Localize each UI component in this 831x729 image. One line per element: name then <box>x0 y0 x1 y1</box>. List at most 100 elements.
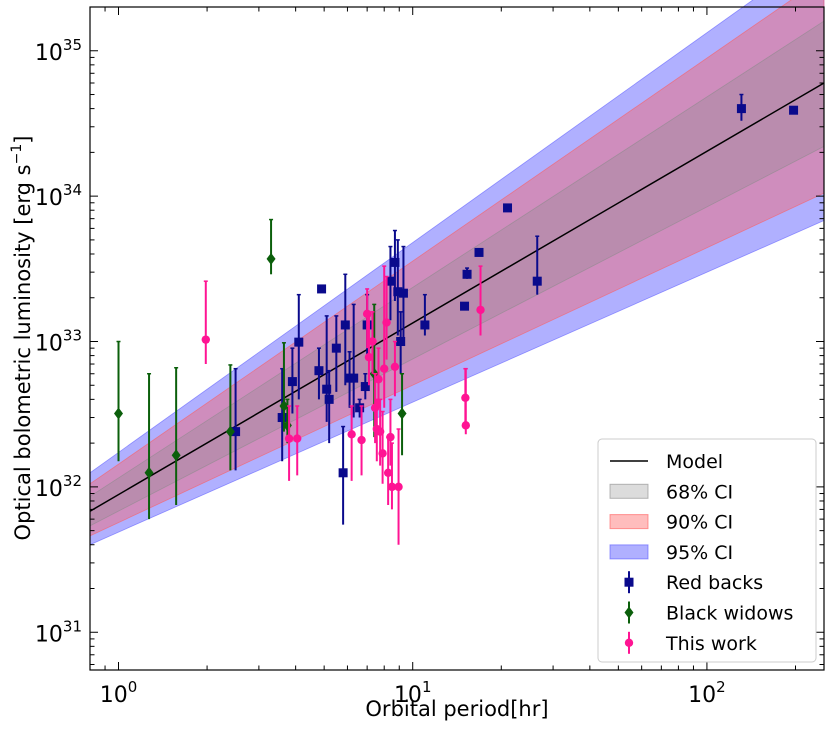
data-point <box>324 369 334 444</box>
data-point <box>789 105 799 115</box>
square-marker <box>398 288 408 298</box>
diamond-marker <box>171 449 181 462</box>
legend-label: This work <box>665 633 757 655</box>
legend-item: This work <box>624 631 757 655</box>
data-point <box>393 239 403 336</box>
data-point <box>420 293 430 336</box>
axis-ticks <box>89 6 824 670</box>
data-point <box>396 311 406 374</box>
legend-item: Black widows <box>624 601 793 625</box>
tick-exponent: 33 <box>63 327 82 345</box>
data-point <box>387 442 397 510</box>
legend-label: Red backs <box>666 572 763 594</box>
data-point <box>368 311 377 374</box>
data-point <box>357 405 366 476</box>
square-marker <box>287 377 297 387</box>
data-point <box>476 265 485 336</box>
legend-label: Model <box>666 451 723 473</box>
circle-marker <box>374 375 383 384</box>
data-point <box>386 398 395 466</box>
data-point <box>349 303 359 418</box>
y-axis-title: Optical bolometric luminosity [erg s−1] <box>9 136 35 541</box>
data-point <box>340 273 350 386</box>
data-point <box>360 373 370 400</box>
confidence-bands <box>89 0 825 546</box>
circle-marker <box>362 309 372 319</box>
data-point <box>398 245 408 342</box>
tick-exponent: 31 <box>63 617 82 635</box>
legend-band-swatch <box>609 544 649 560</box>
data-point <box>338 425 348 525</box>
data-point <box>394 428 403 545</box>
circle-marker <box>347 430 356 439</box>
diamond-marker <box>144 466 154 479</box>
data-point <box>390 340 400 397</box>
legend-item: 68% CI <box>609 481 733 503</box>
data-point <box>460 301 470 311</box>
legend-label: 95% CI <box>666 542 733 564</box>
square-marker <box>396 337 406 347</box>
circle-marker <box>368 337 377 346</box>
square-marker <box>360 382 370 392</box>
square-marker <box>420 320 430 330</box>
legend-label: Black widows <box>666 603 793 625</box>
square-marker <box>324 394 334 404</box>
diamond-marker <box>279 400 289 413</box>
tick-exponent: 32 <box>63 472 82 490</box>
circle-marker <box>387 482 397 492</box>
y-tick-label: 1035 <box>35 36 82 66</box>
circle-marker <box>364 352 374 362</box>
model-line-group <box>89 82 825 512</box>
tick-exponent: 34 <box>63 181 82 199</box>
square-marker <box>277 413 287 423</box>
circle-marker <box>624 638 634 647</box>
tick-exponent: 1 <box>422 678 432 696</box>
square-marker <box>460 301 470 311</box>
tick-base: 10 <box>35 477 63 502</box>
data-point <box>294 293 304 400</box>
square-marker <box>294 337 304 347</box>
data-point <box>462 267 472 279</box>
data-point <box>355 398 365 418</box>
tick-exponent: 35 <box>63 36 82 54</box>
square-marker <box>340 320 350 330</box>
square-marker <box>349 373 359 383</box>
circle-marker <box>378 449 387 458</box>
tick-base: 10 <box>35 186 63 211</box>
series-this-work <box>201 265 485 545</box>
data-point <box>347 405 356 481</box>
data-point <box>474 247 484 257</box>
data-point <box>279 342 289 432</box>
square-marker <box>393 287 403 297</box>
circle-marker <box>461 421 470 430</box>
y-tick-label: 1032 <box>35 472 82 502</box>
legend-item: Red backs <box>624 571 763 594</box>
circle-marker <box>386 432 395 442</box>
diamond-marker <box>397 407 407 420</box>
circle-marker <box>382 318 391 327</box>
square-marker <box>355 403 365 413</box>
circle-marker <box>201 335 210 344</box>
data-point <box>201 280 210 365</box>
tick-exponent: 0 <box>128 678 138 696</box>
legend: Model 68% CI 90% CI 95% CI Red backs Black wi… <box>597 438 817 663</box>
tick-base: 10 <box>100 683 128 708</box>
legend-band-swatch <box>609 483 649 499</box>
legend-item: 95% CI <box>609 542 733 564</box>
legend-label: 90% CI <box>666 512 733 534</box>
square-marker <box>231 427 241 437</box>
square-marker <box>736 104 746 114</box>
x-tick-label: 100 <box>100 678 138 708</box>
data-point <box>532 235 542 295</box>
circle-marker <box>380 364 389 373</box>
x-tick-label: 102 <box>688 678 726 708</box>
y-axis-title-close: ] <box>11 136 35 144</box>
diamond-marker <box>624 606 634 619</box>
square-marker <box>322 384 332 394</box>
square-marker <box>462 269 472 279</box>
data-point <box>736 93 746 121</box>
y-tick-label: 1034 <box>35 181 82 211</box>
tick-base: 10 <box>394 683 422 708</box>
circle-marker <box>357 435 366 445</box>
